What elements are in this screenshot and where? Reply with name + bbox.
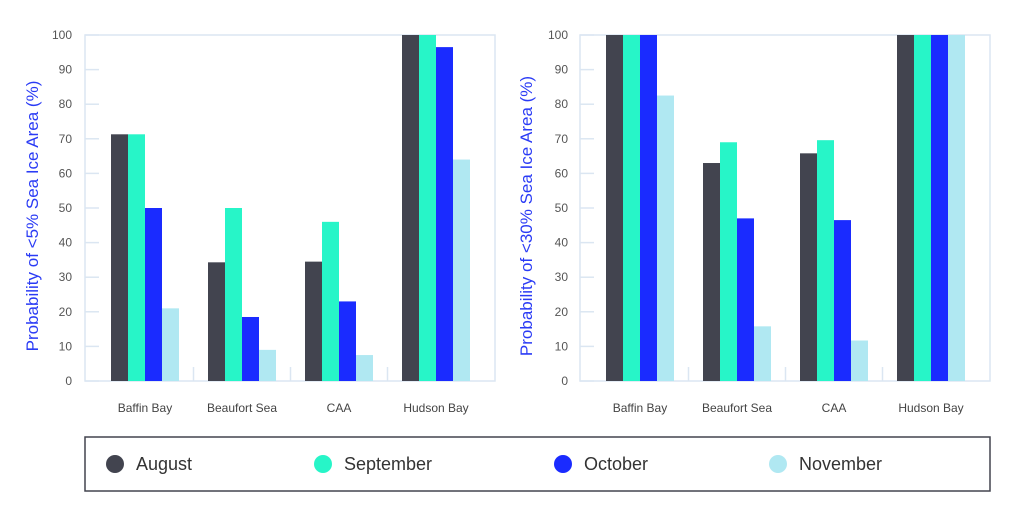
legend-marker-october [554,455,572,473]
x-tick-label: CAA [822,401,847,415]
bar-october-caa [339,301,356,381]
bar-september-caa [817,140,834,381]
bar-october-hudson-bay [436,47,453,382]
y-tick-label: 20 [555,305,569,319]
y-tick-label: 100 [548,28,568,42]
y-tick-label: 70 [555,132,569,146]
bar-november-caa [356,355,373,381]
bar-october-beaufort-sea [242,316,259,381]
x-tick-label: Beaufort Sea [207,401,277,415]
legend-label-august: August [136,454,192,474]
x-tick-label: Hudson Bay [898,401,963,415]
legend-label-november: November [799,454,882,474]
bar-august-caa [305,261,322,381]
x-tick-label: Baffin Bay [613,401,667,415]
bar-september-beaufort-sea [225,208,242,381]
y-tick-label: 0 [561,374,568,388]
y-tick-label: 100 [52,28,72,42]
y-axis-label: Probability of <30% Sea Ice Area (%) [517,76,536,356]
bar-september-hudson-bay [419,35,436,381]
bar-september-beaufort-sea [720,142,737,381]
x-tick-label: Beaufort Sea [702,401,772,415]
legend-label-october: October [584,454,648,474]
bar-november-baffin-bay [162,308,179,381]
y-tick-label: 60 [555,166,569,180]
bar-november-hudson-bay [453,159,470,381]
bar-august-beaufort-sea [208,262,225,381]
bar-november-baffin-bay [657,95,674,382]
bar-october-baffin-bay [640,35,657,381]
y-tick-label: 40 [59,236,73,250]
y-tick-label: 50 [59,201,73,215]
y-tick-label: 80 [59,97,73,111]
y-tick-label: 20 [59,305,73,319]
bar-october-beaufort-sea [737,218,754,381]
bar-september-caa [322,221,339,381]
bar-november-beaufort-sea [754,326,771,381]
y-tick-label: 10 [59,339,73,353]
bar-november-caa [851,340,868,381]
y-axis-label: Probability of <5% Sea Ice Area (%) [23,81,42,352]
legend-marker-august [106,455,124,473]
x-tick-label: CAA [327,401,352,415]
y-tick-label: 40 [555,236,569,250]
bar-october-caa [834,220,851,381]
y-tick-label: 10 [555,339,569,353]
bar-october-hudson-bay [931,35,948,381]
legend: August September October November [84,436,991,492]
legend-box [84,436,991,492]
bar-august-beaufort-sea [703,163,720,381]
bar-august-caa [800,153,817,381]
y-tick-label: 90 [555,63,569,77]
y-tick-label: 0 [65,374,72,388]
y-tick-label: 30 [59,270,73,284]
chart-panel-1: 0 10 20 30 40 50 60 70 80 90 100 Baffin Bay Beaufort… [23,28,496,415]
bar-november-hudson-bay [948,35,965,381]
bar-september-hudson-bay [914,35,931,381]
bar-august-hudson-bay [402,35,419,381]
y-tick-label: 70 [59,132,73,146]
legend-marker-september [314,455,332,473]
legend-marker-november [769,455,787,473]
y-tick-label: 90 [59,63,73,77]
bar-august-baffin-bay [111,134,128,381]
y-tick-label: 50 [555,201,569,215]
bar-october-baffin-bay [145,208,162,381]
bar-september-baffin-bay [128,134,145,381]
bar-august-baffin-bay [606,35,623,381]
y-tick-label: 80 [555,97,569,111]
y-tick-label: 60 [59,166,73,180]
bar-november-beaufort-sea [259,349,276,381]
legend-label-september: September [344,454,432,474]
bar-september-baffin-bay [623,35,640,381]
bar-august-hudson-bay [897,35,914,381]
y-tick-label: 30 [555,270,569,284]
chart-panel-2: 0 10 20 30 40 50 60 70 80 90 100 Baffin Bay Beaufort… [517,28,991,415]
x-tick-label: Hudson Bay [403,401,468,415]
x-tick-label: Baffin Bay [118,401,172,415]
